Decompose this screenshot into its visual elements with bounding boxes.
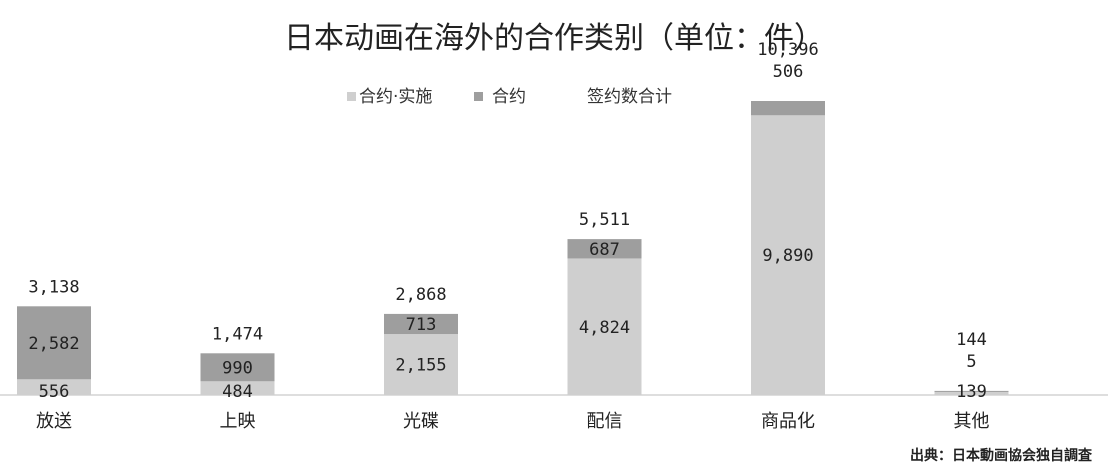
bar-5-series-1 bbox=[934, 390, 1009, 392]
legend-swatch-series-0 bbox=[347, 92, 356, 101]
bar-4-series-0 bbox=[751, 115, 825, 396]
bar-1-series-1 bbox=[200, 353, 275, 382]
category-label-5: 其他 bbox=[954, 411, 990, 432]
category-label-1: 上映 bbox=[220, 411, 256, 432]
source-note: 出典：日本動画協会独自調査 bbox=[910, 447, 1093, 464]
chart-title: 日本动画在海外的合作类别（单位：件） bbox=[284, 21, 824, 56]
segment-label-5-series-0: 139 bbox=[956, 382, 987, 402]
legend-swatch-series-1 bbox=[474, 92, 483, 101]
bar-0-series-1 bbox=[17, 306, 91, 380]
bar-5-series-0 bbox=[934, 391, 1009, 395]
segment-label-4-series-0: 9,890 bbox=[762, 246, 813, 266]
segment-label-0-series-1: 2,582 bbox=[28, 334, 79, 354]
segment-label-2-series-0: 2,155 bbox=[395, 356, 446, 376]
bars: 556 2,582 3,138 放送 484 990 1,474 上映 2,155 713 2,86… bbox=[17, 40, 1009, 432]
segment-label-3-series-1: 687 bbox=[589, 240, 620, 260]
legend-label-total: 签约数合计 bbox=[587, 87, 672, 107]
total-label-3: 5,511 bbox=[579, 210, 630, 230]
total-label-5: 144 bbox=[956, 330, 987, 350]
segment-label-0-series-0: 556 bbox=[39, 382, 70, 402]
bar-3-series-0 bbox=[567, 258, 642, 395]
category-label-3: 配信 bbox=[587, 411, 623, 432]
category-label-0: 放送 bbox=[36, 411, 72, 432]
bar-3-series-1 bbox=[567, 239, 642, 259]
bar-1-series-0 bbox=[200, 381, 275, 395]
legend-label-series-0: 合约·实施 bbox=[359, 87, 432, 107]
category-label-4: 商品化 bbox=[761, 411, 815, 432]
legend-label-series-1: 合约 bbox=[492, 87, 526, 107]
bar-2-series-1 bbox=[384, 313, 458, 335]
bar-4-series-1 bbox=[751, 101, 825, 116]
bar-2-series-0 bbox=[384, 334, 458, 395]
segment-label-5-series-1: 5 bbox=[966, 352, 976, 372]
total-label-0: 3,138 bbox=[28, 277, 79, 297]
total-label-4: 10,396 bbox=[757, 40, 818, 60]
total-label-2: 2,868 bbox=[395, 285, 446, 305]
segment-label-2-series-1: 713 bbox=[406, 315, 437, 335]
category-label-2: 光碟 bbox=[403, 411, 439, 432]
segment-label-4-series-1: 506 bbox=[773, 62, 804, 82]
total-label-1: 1,474 bbox=[212, 324, 263, 344]
bar-0-series-0 bbox=[17, 379, 91, 395]
segment-label-1-series-1: 990 bbox=[222, 358, 253, 378]
legend: 合约·实施 合约 签约数合计 bbox=[347, 87, 672, 107]
segment-label-1-series-0: 484 bbox=[222, 382, 253, 402]
segment-label-3-series-0: 4,824 bbox=[579, 318, 630, 338]
